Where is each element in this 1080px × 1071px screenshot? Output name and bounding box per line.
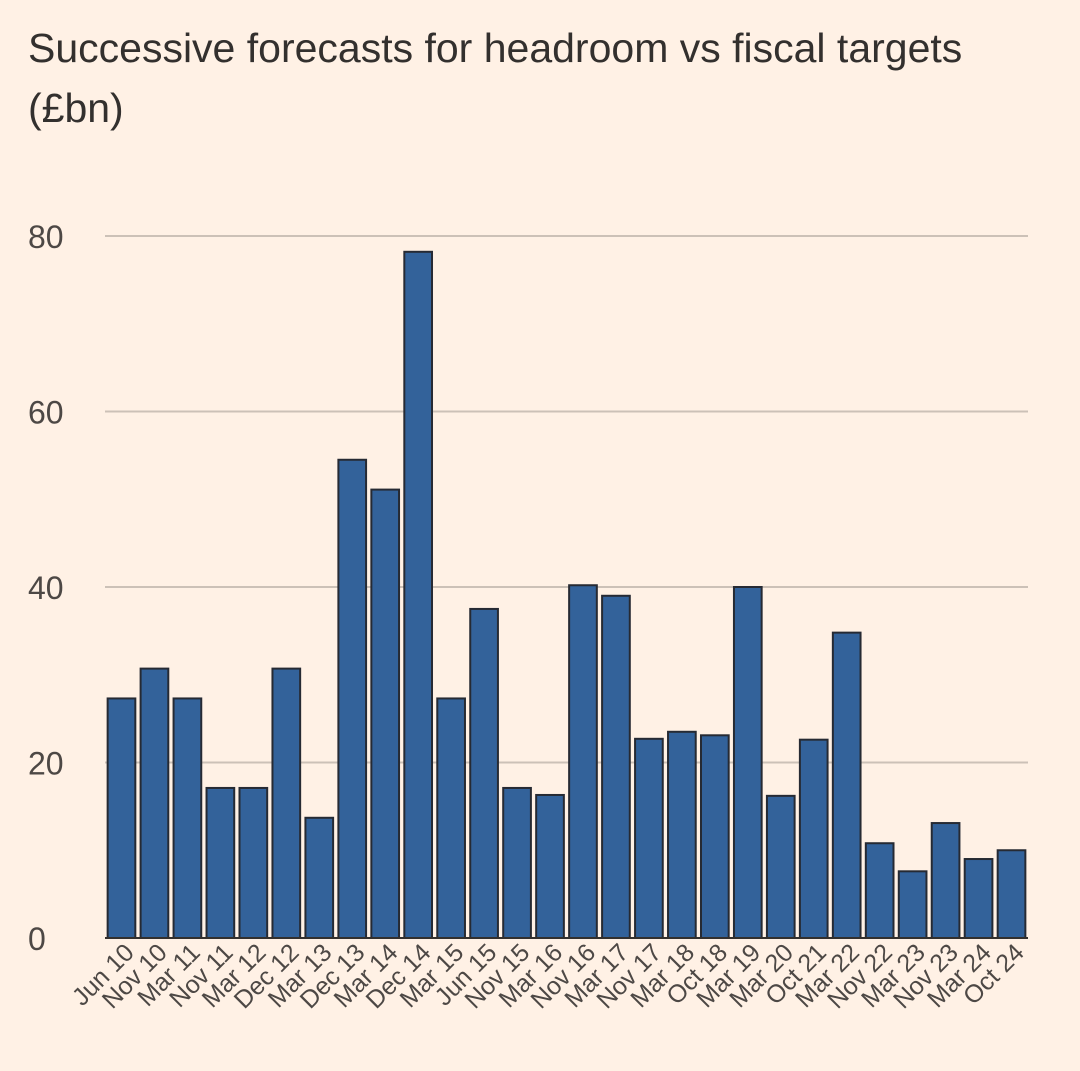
bar-nov-11 [205, 786, 236, 940]
bar-jun-15 [469, 607, 499, 939]
bar-mar-11 [172, 697, 203, 939]
bar-nov-10 [139, 667, 170, 939]
bar-oct-18 [699, 734, 730, 939]
bar-mar-13 [304, 816, 335, 939]
bar-mar-15 [436, 697, 466, 939]
bar-dec-12 [271, 667, 302, 939]
bar-mar-24 [963, 858, 994, 940]
bar-mar-17 [601, 594, 631, 940]
y-tick-label: 60 [28, 395, 64, 431]
bar-mar-22 [831, 631, 862, 939]
bar-dec-13 [337, 458, 368, 939]
bar-mar-12 [238, 786, 269, 940]
bar-dec-14 [403, 250, 434, 940]
bar-mar-19 [732, 586, 763, 939]
bar-jun-10 [106, 697, 137, 939]
bars [105, 250, 1028, 940]
y-tick-label: 20 [28, 746, 64, 782]
bar-mar-14 [370, 488, 401, 939]
bar-mar-18 [667, 730, 697, 939]
y-axis-tick-labels: 0 20 40 60 80 [28, 219, 64, 957]
bar-mar-20 [765, 794, 796, 939]
y-tick-label: 0 [28, 921, 46, 957]
bar-nov-17 [634, 737, 664, 939]
bar-nov-15 [502, 786, 532, 940]
bar-nov-22 [864, 842, 895, 939]
gridlines [105, 235, 1028, 764]
bar-nov-16 [568, 584, 598, 939]
bar-oct-21 [798, 738, 829, 939]
bar-mar-16 [535, 793, 565, 940]
bar-oct-24 [996, 849, 1027, 939]
y-tick-label: 40 [28, 570, 64, 606]
bar-nov-23 [930, 822, 961, 939]
bar-mar-23 [897, 870, 928, 939]
chart-title: Successive forecasts for headroom vs fis… [28, 25, 963, 131]
y-tick-label: 80 [28, 219, 64, 255]
